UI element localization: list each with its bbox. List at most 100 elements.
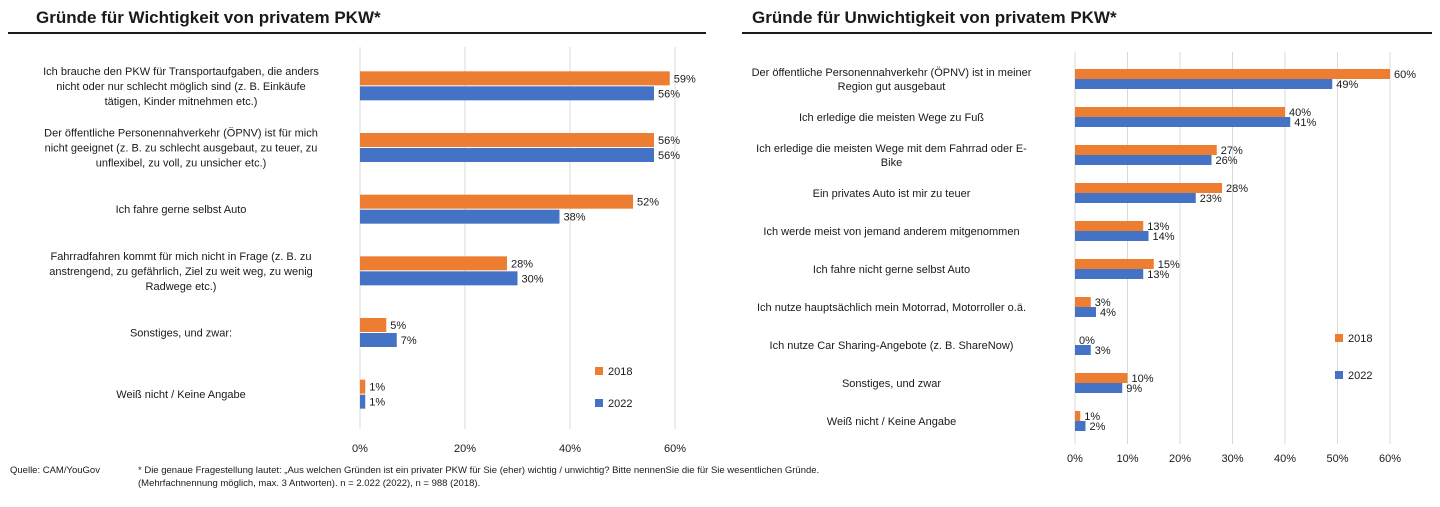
left-x-tick-label: 60% [664, 443, 686, 455]
left-bar-2022 [360, 394, 366, 409]
right-value-label-2022: 26% [1216, 155, 1238, 167]
right-bar-2022 [1075, 117, 1291, 127]
right-bar-2022 [1075, 383, 1123, 393]
left-legend-swatch-2018 [595, 367, 603, 375]
left-category-label: nicht geeignet (z. B. zu schlecht ausgeb… [45, 143, 318, 155]
right-bar-2022 [1075, 79, 1333, 89]
left-value-label-2022: 30% [522, 273, 544, 285]
right-bar-2018 [1075, 145, 1217, 155]
left-value-label-2022: 56% [658, 88, 680, 100]
left-bar-2022 [360, 148, 654, 162]
left-category-label: Fahrradfahren kommt für mich nicht in Fr… [50, 251, 311, 263]
right-category-label: Ich erledige die meisten Wege zu Fuß [799, 112, 984, 124]
left-value-label-2022: 1% [369, 397, 385, 409]
left-bar-2018 [360, 194, 633, 209]
right-bar-2022 [1075, 269, 1144, 279]
right-legend-label-2018: 2018 [1348, 333, 1372, 345]
left-chart-title: Gründe für Wichtigkeit von privatem PKW* [36, 8, 381, 27]
right-category-label: Ich nutze hauptsächlich mein Motorrad, M… [757, 302, 1026, 314]
right-x-tick-label: 30% [1221, 453, 1243, 465]
right-category-label: Weiß nicht / Keine Angabe [827, 416, 956, 428]
right-value-label-2022: 41% [1294, 117, 1316, 129]
right-bar-2022 [1075, 421, 1086, 431]
right-chart-title: Gründe für Unwichtigkeit von privatem PK… [752, 8, 1117, 27]
right-value-label-2022: 3% [1095, 345, 1111, 357]
right-value-label-2018: 40% [1289, 107, 1311, 119]
left-bar-2022 [360, 271, 518, 286]
right-legend-label-2022: 2022 [1348, 370, 1372, 382]
left-value-label-2022: 38% [564, 212, 586, 224]
right-bar-2022 [1075, 345, 1091, 355]
right-category-label: Ich fahre nicht gerne selbst Auto [813, 264, 970, 276]
left-category-label: Sonstiges, und zwar: [130, 328, 232, 340]
right-bar-2022 [1075, 231, 1149, 241]
left-legend-swatch-2022 [595, 399, 603, 407]
left-category-label: Radwege etc.) [146, 281, 217, 293]
right-x-tick-label: 10% [1116, 453, 1138, 465]
left-category-label: anstrengend, zu gefährlich, Ziel zu weit… [49, 266, 313, 278]
left-category-label: tätigen, Kinder mitnehmen etc.) [105, 96, 258, 108]
right-category-label: Ein privates Auto ist mir zu teuer [813, 188, 971, 200]
right-category-label: Sonstiges, und zwar [842, 378, 941, 390]
right-bar-2022 [1075, 307, 1096, 317]
right-value-label-2022: 23% [1200, 193, 1222, 205]
right-value-label-2018: 13% [1147, 221, 1169, 233]
right-bar-2022 [1075, 155, 1212, 165]
right-bar-2018 [1075, 259, 1154, 269]
left-legend-label-2018: 2018 [608, 366, 632, 378]
left-bar-2018 [360, 71, 670, 86]
question-footnote: * Die genaue Fragestellung lautet: „Aus … [138, 465, 820, 489]
left-value-label-2018: 28% [511, 258, 533, 270]
right-title-rule [742, 32, 1432, 34]
right-x-tick-label: 40% [1274, 453, 1296, 465]
right-bar-2018 [1075, 107, 1285, 117]
right-x-tick-label: 60% [1379, 453, 1401, 465]
left-bar-2022 [360, 209, 560, 224]
right-value-label-2018: 28% [1226, 183, 1248, 195]
left-value-label-2018: 56% [658, 135, 680, 147]
left-bar-2018 [360, 379, 366, 394]
right-category-label: Region gut ausgebaut [838, 81, 946, 93]
right-x-tick-label: 0% [1067, 453, 1083, 465]
left-legend-label-2022: 2022 [608, 398, 632, 410]
left-value-label-2022: 56% [658, 150, 680, 162]
right-category-label: Ich nutze Car Sharing-Angebote (z. B. Sh… [770, 340, 1014, 352]
right-value-label-2018: 1% [1084, 411, 1100, 423]
left-x-tick-label: 0% [352, 443, 368, 455]
right-bar-2018 [1075, 297, 1091, 307]
left-value-label-2018: 5% [390, 320, 406, 332]
right-value-label-2018: 3% [1095, 297, 1111, 309]
left-category-label: nicht oder nur schlecht möglich sind (z.… [56, 81, 305, 93]
left-bar-2018 [360, 318, 387, 332]
right-legend-swatch-2018 [1335, 334, 1343, 342]
right-bar-2018 [1075, 69, 1390, 79]
right-value-label-2022: 9% [1126, 383, 1142, 395]
right-value-label-2018: 10% [1132, 373, 1154, 385]
left-category-label: unflexibel, zu voll, zu unsicher etc.) [96, 158, 267, 170]
left-category-label: Ich fahre gerne selbst Auto [116, 204, 247, 216]
right-category-label: Der öffentliche Personennahverkehr (ÖPNV… [752, 67, 1032, 79]
left-x-tick-label: 20% [454, 443, 476, 455]
left-value-label-2018: 59% [674, 73, 696, 85]
left-value-label-2018: 52% [637, 197, 659, 209]
right-category-label: Ich erledige die meisten Wege mit dem Fa… [756, 143, 1027, 155]
left-bar-2022 [360, 86, 654, 101]
right-bar-2018 [1075, 183, 1222, 193]
left-bar-2018 [360, 256, 507, 271]
right-value-label-2022: 49% [1336, 79, 1358, 91]
left-category-label: Der öffentliche Personennahverkehr (ÖPNV… [44, 128, 318, 140]
right-value-label-2018: 15% [1158, 259, 1180, 271]
right-bar-2018 [1075, 221, 1144, 231]
right-value-label-2022: 14% [1153, 231, 1175, 243]
left-value-label-2018: 1% [369, 382, 385, 394]
right-category-label: Bike [881, 157, 902, 169]
right-value-label-2022: 4% [1100, 307, 1116, 319]
source-note: Quelle: CAM/YouGov [10, 465, 100, 476]
right-value-label-2018: 0% [1079, 335, 1095, 347]
right-bar-2018 [1075, 373, 1128, 383]
left-bar-2022 [360, 333, 397, 347]
right-value-label-2018: 60% [1394, 69, 1416, 81]
left-category-label: Ich brauche den PKW für Transportaufgabe… [43, 66, 319, 78]
right-value-label-2018: 27% [1221, 145, 1243, 157]
